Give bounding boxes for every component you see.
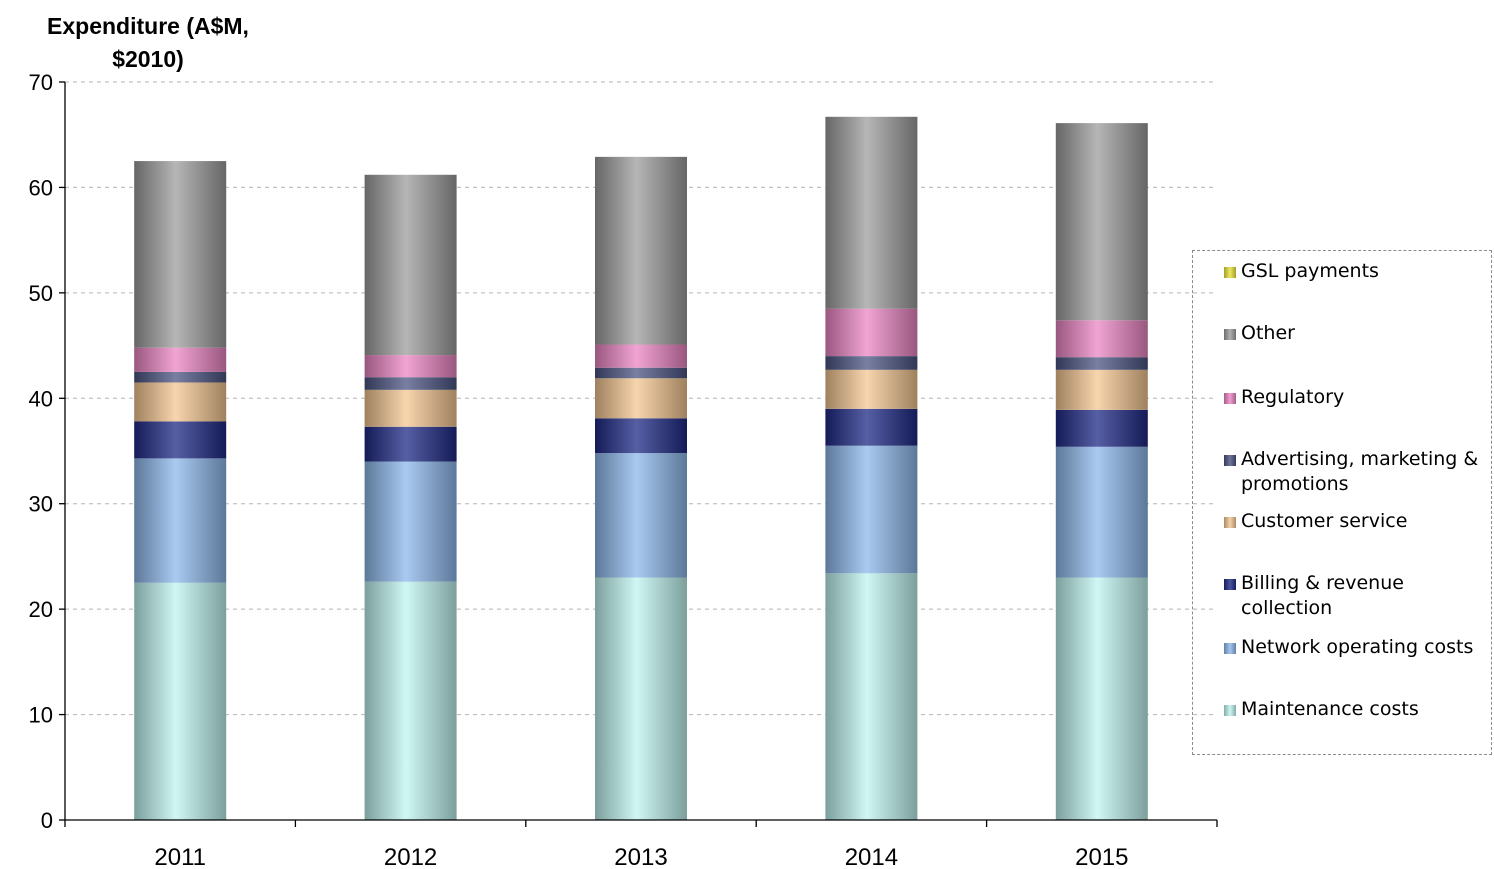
legend-label: Maintenance costs <box>1241 698 1419 720</box>
legend-swatch <box>1224 705 1236 716</box>
y-tick-label: 40 <box>29 386 53 411</box>
bar-segment <box>364 581 457 820</box>
bar-segment <box>134 421 227 459</box>
legend-label: Network operating costs <box>1241 636 1474 658</box>
legend-item: Network operating costs <box>1221 635 1487 660</box>
legend-swatch <box>1224 329 1236 340</box>
bar-segment <box>1055 320 1148 358</box>
y-tick-label: 70 <box>29 70 53 95</box>
axes <box>59 81 1218 827</box>
bar-segment <box>595 418 687 454</box>
bar-segment <box>134 458 227 583</box>
bar-segment <box>825 573 918 820</box>
legend-swatch <box>1224 579 1236 590</box>
x-tick-label: 2013 <box>614 844 667 869</box>
x-tick-label: 2011 <box>154 844 206 869</box>
bars <box>134 116 1148 820</box>
bar-segment <box>1055 577 1148 820</box>
legend-swatch <box>1224 517 1236 528</box>
legend-swatch <box>1224 643 1236 654</box>
legend-label: Regulatory <box>1241 386 1345 408</box>
bar-segment <box>364 461 457 582</box>
x-tick-label: 2012 <box>384 844 437 869</box>
legend-item: GSL payments <box>1221 259 1487 284</box>
bar-segment <box>595 344 687 368</box>
bar-segment <box>595 453 687 578</box>
bar-segment <box>595 367 687 379</box>
bar-segment <box>825 356 918 370</box>
bar-segment <box>364 389 457 427</box>
legend-item: Advertising, marketing & promotions <box>1221 447 1487 497</box>
bar-segment <box>134 582 227 820</box>
bar-segment <box>364 426 457 462</box>
y-tick-label: 50 <box>29 281 53 306</box>
bar-segment <box>1055 409 1148 447</box>
bar-segment <box>825 369 918 409</box>
legend-swatch <box>1224 455 1236 466</box>
bar-segment <box>825 445 918 574</box>
bar-segment <box>134 347 227 372</box>
y-tick-label: 10 <box>29 703 53 728</box>
y-tick-label: 60 <box>29 175 53 200</box>
bar-segment <box>825 408 918 446</box>
bar-segment <box>364 355 457 378</box>
bar-segment <box>595 378 687 419</box>
legend-swatch <box>1224 267 1236 278</box>
y-tick-label: 0 <box>41 808 53 833</box>
bar-segment <box>1055 369 1148 410</box>
y-tick-label: 20 <box>29 597 53 622</box>
bar-segment <box>134 161 227 348</box>
legend-item: Other <box>1221 321 1487 346</box>
tick-labels: 0 10 20 30 40 50 60 70 2011 2012 2013 2014 2015 <box>29 70 1129 869</box>
x-tick-label: 2014 <box>845 844 898 869</box>
bar-segment <box>134 382 227 422</box>
bar-segment <box>1055 123 1148 321</box>
bar-segment <box>364 377 457 390</box>
bar-segment <box>595 577 687 820</box>
bar-segment <box>595 156 687 345</box>
legend-label: Customer service <box>1241 510 1408 532</box>
legend-item: Billing & revenue collection <box>1221 571 1487 621</box>
bar-segment <box>1055 446 1148 578</box>
legend-item: Maintenance costs <box>1221 697 1487 722</box>
legend: GSL payments Other Regulatory Advertising, … <box>1192 250 1492 755</box>
legend-item: Customer service <box>1221 509 1487 534</box>
legend-label: Other <box>1241 322 1295 344</box>
bar-segment <box>825 116 918 309</box>
legend-label: GSL payments <box>1241 260 1379 282</box>
y-tick-label: 30 <box>29 492 53 517</box>
bar-segment <box>1055 357 1148 370</box>
bar-segment <box>364 174 457 356</box>
y-axis-label: Expenditure (A$M, $2010) <box>47 13 249 72</box>
legend-item: Regulatory <box>1221 385 1487 410</box>
legend-label: Advertising, marketing & promotions <box>1241 448 1479 495</box>
bar-segment <box>825 308 918 357</box>
legend-label: Billing & revenue collection <box>1241 572 1404 619</box>
legend-swatch <box>1224 393 1236 404</box>
bar-segment <box>134 371 227 383</box>
x-tick-label: 2015 <box>1075 844 1128 869</box>
